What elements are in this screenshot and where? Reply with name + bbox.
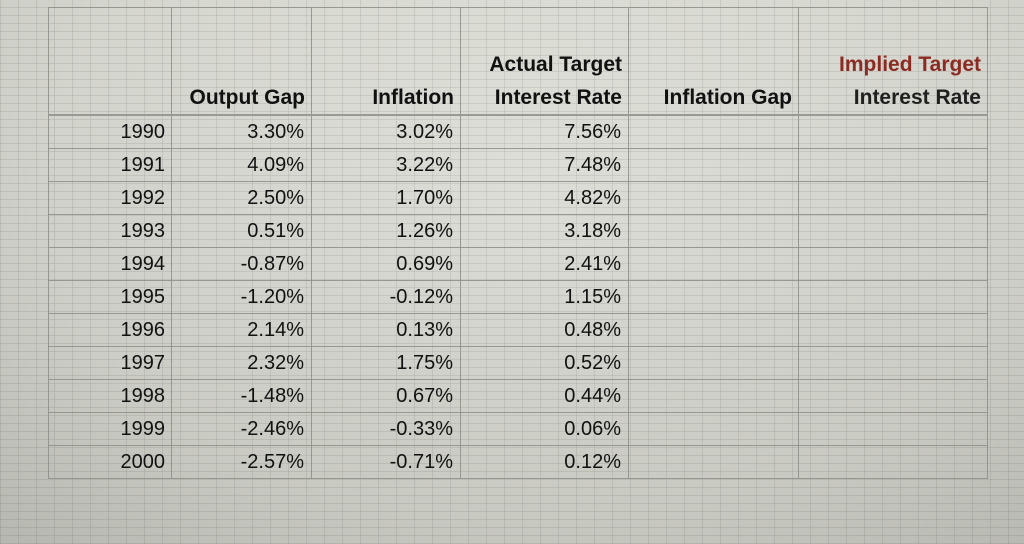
year-cell[interactable]: 1992 <box>48 181 172 215</box>
output-gap-header[interactable]: Output Gap <box>171 7 312 116</box>
year-cell[interactable]: 1997 <box>48 346 172 380</box>
actual-target-cell[interactable]: 2.41% <box>460 247 629 281</box>
actual-target-header-line2: Interest Rate <box>494 86 622 109</box>
year-cell[interactable]: 1993 <box>48 214 172 248</box>
implied-target-interest-rate-header[interactable]: Implied Target Interest Rate <box>798 7 988 116</box>
actual-target-cell[interactable]: 1.15% <box>460 280 629 314</box>
output-gap-cell[interactable]: -0.87% <box>171 247 312 281</box>
year-cell[interactable]: 1994 <box>48 247 172 281</box>
inflation-cell[interactable]: 1.75% <box>311 346 461 380</box>
implied-target-cell[interactable] <box>798 445 988 479</box>
inflation-cell[interactable]: 3.02% <box>311 114 461 149</box>
table-row-1990: 1990 3.30% 3.02% 7.56% <box>48 114 988 149</box>
output-gap-cell[interactable]: -2.57% <box>171 445 312 479</box>
inflation-gap-cell[interactable] <box>628 412 799 446</box>
output-gap-cell[interactable]: -1.48% <box>171 379 312 413</box>
table-row-1997: 1997 2.32% 1.75% 0.52% <box>48 346 988 380</box>
implied-target-header-line2: Interest Rate <box>853 86 981 109</box>
actual-target-interest-rate-header[interactable]: Actual Target Interest Rate <box>460 7 629 116</box>
table-row-1991: 1991 4.09% 3.22% 7.48% <box>48 148 988 182</box>
inflation-cell[interactable]: 1.26% <box>311 214 461 248</box>
output-gap-cell[interactable]: 2.50% <box>171 181 312 215</box>
table-row-1992: 1992 2.50% 1.70% 4.82% <box>48 181 988 215</box>
inflation-gap-cell[interactable] <box>628 280 799 314</box>
inflation-cell[interactable]: -0.12% <box>311 280 461 314</box>
inflation-gap-cell[interactable] <box>628 445 799 479</box>
inflation-cell[interactable]: 3.22% <box>311 148 461 182</box>
implied-target-cell[interactable] <box>798 181 988 215</box>
output-gap-cell[interactable]: 4.09% <box>171 148 312 182</box>
implied-target-cell[interactable] <box>798 313 988 347</box>
output-gap-cell[interactable]: -1.20% <box>171 280 312 314</box>
table-row-1999: 1999 -2.46% -0.33% 0.06% <box>48 412 988 446</box>
actual-target-cell[interactable]: 4.82% <box>460 181 629 215</box>
table-row-2000: 2000 -2.57% -0.71% 0.12% <box>48 445 988 479</box>
output-gap-cell[interactable]: 0.51% <box>171 214 312 248</box>
implied-target-header-line1: Implied Target <box>839 53 981 76</box>
inflation-gap-cell[interactable] <box>628 114 799 149</box>
year-cell[interactable]: 1995 <box>48 280 172 314</box>
actual-target-cell[interactable]: 0.12% <box>460 445 629 479</box>
implied-target-cell[interactable] <box>798 346 988 380</box>
implied-target-cell[interactable] <box>798 114 988 149</box>
actual-target-cell[interactable]: 0.52% <box>460 346 629 380</box>
output-gap-cell[interactable]: -2.46% <box>171 412 312 446</box>
output-gap-cell[interactable]: 3.30% <box>171 114 312 149</box>
table-row-1994: 1994 -0.87% 0.69% 2.41% <box>48 247 988 281</box>
actual-target-cell[interactable]: 7.56% <box>460 114 629 149</box>
inflation-gap-cell[interactable] <box>628 379 799 413</box>
inflation-cell[interactable]: 0.13% <box>311 313 461 347</box>
table-row-1993: 1993 0.51% 1.26% 3.18% <box>48 214 988 248</box>
implied-target-cell[interactable] <box>798 148 988 182</box>
implied-target-cell[interactable] <box>798 280 988 314</box>
year-cell[interactable]: 1991 <box>48 148 172 182</box>
inflation-gap-cell[interactable] <box>628 346 799 380</box>
inflation-gap-header[interactable]: Inflation Gap <box>628 7 799 116</box>
year-cell[interactable]: 1999 <box>48 412 172 446</box>
implied-target-cell[interactable] <box>798 379 988 413</box>
actual-target-header-line1: Actual Target <box>489 53 622 76</box>
data-table: Output Gap Inflation Actual Target Inter… <box>48 7 988 479</box>
inflation-gap-cell[interactable] <box>628 214 799 248</box>
inflation-cell[interactable]: 0.67% <box>311 379 461 413</box>
inflation-cell[interactable]: -0.33% <box>311 412 461 446</box>
implied-target-cell[interactable] <box>798 247 988 281</box>
implied-target-cell[interactable] <box>798 412 988 446</box>
year-cell[interactable]: 1996 <box>48 313 172 347</box>
inflation-header[interactable]: Inflation <box>311 7 461 116</box>
table-body: 1990 3.30% 3.02% 7.56% 1991 4.09% 3.22% … <box>48 114 988 479</box>
inflation-gap-cell[interactable] <box>628 313 799 347</box>
inflation-gap-cell[interactable] <box>628 181 799 215</box>
header-row: Output Gap Inflation Actual Target Inter… <box>48 7 988 116</box>
implied-target-cell[interactable] <box>798 214 988 248</box>
year-cell[interactable]: 1990 <box>48 114 172 149</box>
table-row-1998: 1998 -1.48% 0.67% 0.44% <box>48 379 988 413</box>
inflation-cell[interactable]: 0.69% <box>311 247 461 281</box>
inflation-gap-cell[interactable] <box>628 247 799 281</box>
actual-target-cell[interactable]: 0.06% <box>460 412 629 446</box>
inflation-cell[interactable]: -0.71% <box>311 445 461 479</box>
actual-target-cell[interactable]: 3.18% <box>460 214 629 248</box>
actual-target-cell[interactable]: 0.48% <box>460 313 629 347</box>
table-row-1995: 1995 -1.20% -0.12% 1.15% <box>48 280 988 314</box>
actual-target-cell[interactable]: 0.44% <box>460 379 629 413</box>
year-header-cell[interactable] <box>48 7 172 116</box>
table-row-1996: 1996 2.14% 0.13% 0.48% <box>48 313 988 347</box>
year-cell[interactable]: 2000 <box>48 445 172 479</box>
inflation-cell[interactable]: 1.70% <box>311 181 461 215</box>
inflation-gap-cell[interactable] <box>628 148 799 182</box>
year-cell[interactable]: 1998 <box>48 379 172 413</box>
output-gap-cell[interactable]: 2.32% <box>171 346 312 380</box>
output-gap-cell[interactable]: 2.14% <box>171 313 312 347</box>
actual-target-cell[interactable]: 7.48% <box>460 148 629 182</box>
